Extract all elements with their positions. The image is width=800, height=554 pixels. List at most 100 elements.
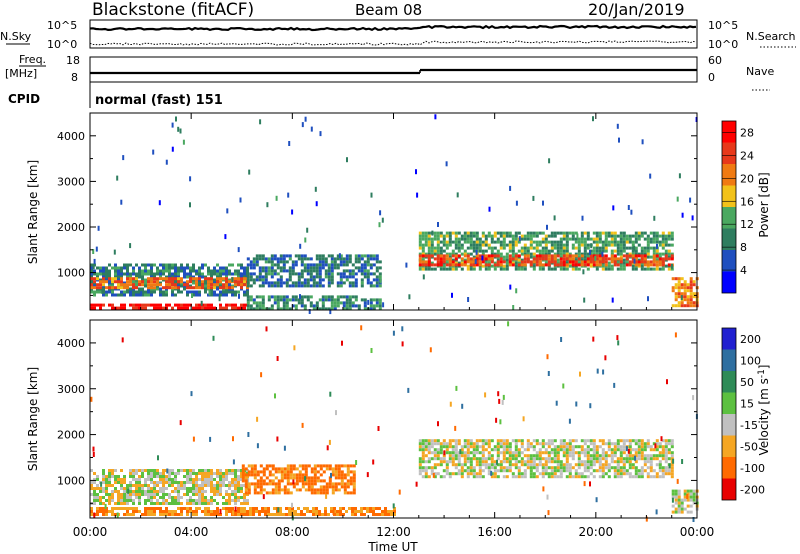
power-cell [424,252,428,256]
velocity-cell [352,482,356,486]
velocity-echo [562,383,565,389]
power-cell [652,231,656,235]
velocity-cell [616,445,620,449]
power-cell [321,254,325,258]
power-cell [330,257,334,261]
power-echo [689,197,692,203]
colorbar-tick-label: -200 [740,483,765,496]
velocity-cell [183,493,186,496]
velocity-cell [517,472,521,476]
velocity-cell [141,472,144,475]
velocity-cell [93,487,96,490]
velocity-cell [571,439,575,443]
velocity-cell [286,476,290,480]
velocity-cell [150,469,153,472]
power-cell [427,254,431,258]
velocity-cell [547,472,551,476]
power-cell [692,280,696,284]
velocity-echo [662,448,665,454]
power-cell [357,269,361,273]
power-cell [270,254,274,258]
velocity-cell [514,448,518,452]
power-cell [156,287,159,291]
velocity-cell [171,502,174,505]
velocity-cell [634,448,638,452]
power-cell [427,246,431,250]
velocity-cell [565,460,569,464]
velocity-cell [180,487,183,490]
y-tick-label: 2000 [57,429,85,442]
velocity-cell [349,479,353,483]
power-cell [664,252,668,256]
power-cell [454,267,458,271]
power-cell [454,252,458,256]
power-cell [204,275,207,279]
power-echo [431,230,434,236]
velocity-cell [195,484,198,487]
power-cell [493,261,497,265]
velocity-cell [288,507,291,510]
velocity-cell [496,445,500,449]
power-cell [300,304,304,308]
velocity-cell [451,439,455,443]
velocity-cell [640,445,644,449]
power-cell [180,284,183,288]
power-cell [267,257,271,261]
velocity-cell [240,475,243,478]
power-cell [670,257,674,261]
power-cell [640,264,644,268]
power-cell [610,264,614,268]
velocity-cell [622,439,626,443]
power-cell [198,266,201,270]
power-cell [421,267,425,271]
velocity-cell [198,484,201,487]
power-cell [186,275,189,279]
velocity-cell [138,496,141,499]
power-cell [255,304,259,308]
velocity-cell [451,445,455,449]
velocity-cell [481,451,485,455]
velocity-cell [421,445,425,449]
power-cell [165,293,168,297]
power-cell [487,263,491,267]
velocity-cell [595,445,599,449]
power-cell [601,249,605,253]
velocity-cell [303,507,306,510]
velocity-cell [274,488,278,492]
velocity-cell [201,481,204,484]
power-cell [631,264,635,268]
power-cell [523,243,527,247]
velocity-cell [670,472,674,476]
power-cell [243,269,246,273]
power-cell [129,290,132,294]
power-cell [550,249,554,253]
velocity-cell [667,442,671,446]
velocity-cell [556,463,560,467]
power-cell [117,280,120,284]
velocity-cell [192,478,195,481]
velocity-cell [568,454,572,458]
power-cell [219,280,222,284]
velocity-cell [102,472,105,475]
velocity-cell [210,484,213,487]
power-cell [571,254,575,258]
velocity-cell [331,470,335,474]
power-cell [177,286,180,290]
velocity-cell [102,496,105,499]
velocity-cell [652,442,656,446]
nsearch-tick-top: 10^5 [708,19,738,32]
velocity-cell [658,454,662,458]
power-cell [321,266,325,270]
velocity-cell [237,507,240,510]
power-cell [315,281,319,285]
velocity-cell [283,476,287,480]
power-cell [276,301,280,305]
power-cell [680,286,684,290]
velocity-cell [493,448,497,452]
power-cell [631,260,635,264]
velocity-cell [683,498,687,502]
velocity-cell [138,510,141,513]
velocity-cell [622,469,626,473]
power-cell [102,275,105,279]
velocity-cell [105,490,108,493]
